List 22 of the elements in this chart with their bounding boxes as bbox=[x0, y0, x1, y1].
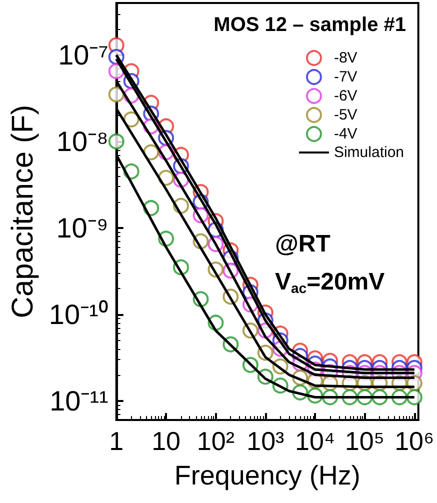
y-tick-label: 10⁻¹¹ bbox=[50, 385, 108, 416]
y-tick-label: 10⁻⁷ bbox=[58, 40, 108, 71]
x-axis-title: Frequency (Hz) bbox=[174, 460, 360, 490]
x-tick-label: 10⁶ bbox=[394, 426, 434, 456]
x-tick-label: 10³ bbox=[246, 426, 285, 456]
x-tick-label: 10⁵ bbox=[344, 426, 385, 456]
legend-label: -7V bbox=[334, 68, 358, 86]
y-axis-title: Capacitance (F) bbox=[6, 104, 40, 318]
legend-label: -5V bbox=[334, 106, 358, 124]
legend-label: -4V bbox=[334, 126, 358, 142]
y-tick-label: 10⁻⁸ bbox=[56, 126, 108, 157]
x-tick-label: 10⁴ bbox=[295, 426, 336, 456]
annotation: @RT bbox=[275, 230, 331, 258]
y-tick-label: 10⁻¹⁰ bbox=[48, 298, 108, 330]
x-tick-label: 10 bbox=[152, 426, 180, 456]
text: MOS 12 – sample #1 bbox=[214, 14, 406, 36]
y-tick-label: 10⁻⁹ bbox=[56, 212, 108, 244]
x-tick-label: 1 bbox=[109, 426, 124, 456]
legend-label: -6V bbox=[334, 88, 358, 104]
x-tick-label: 10² bbox=[196, 426, 235, 456]
legend-label: -8V bbox=[334, 50, 358, 66]
legend-label: Simulation bbox=[334, 144, 404, 161]
